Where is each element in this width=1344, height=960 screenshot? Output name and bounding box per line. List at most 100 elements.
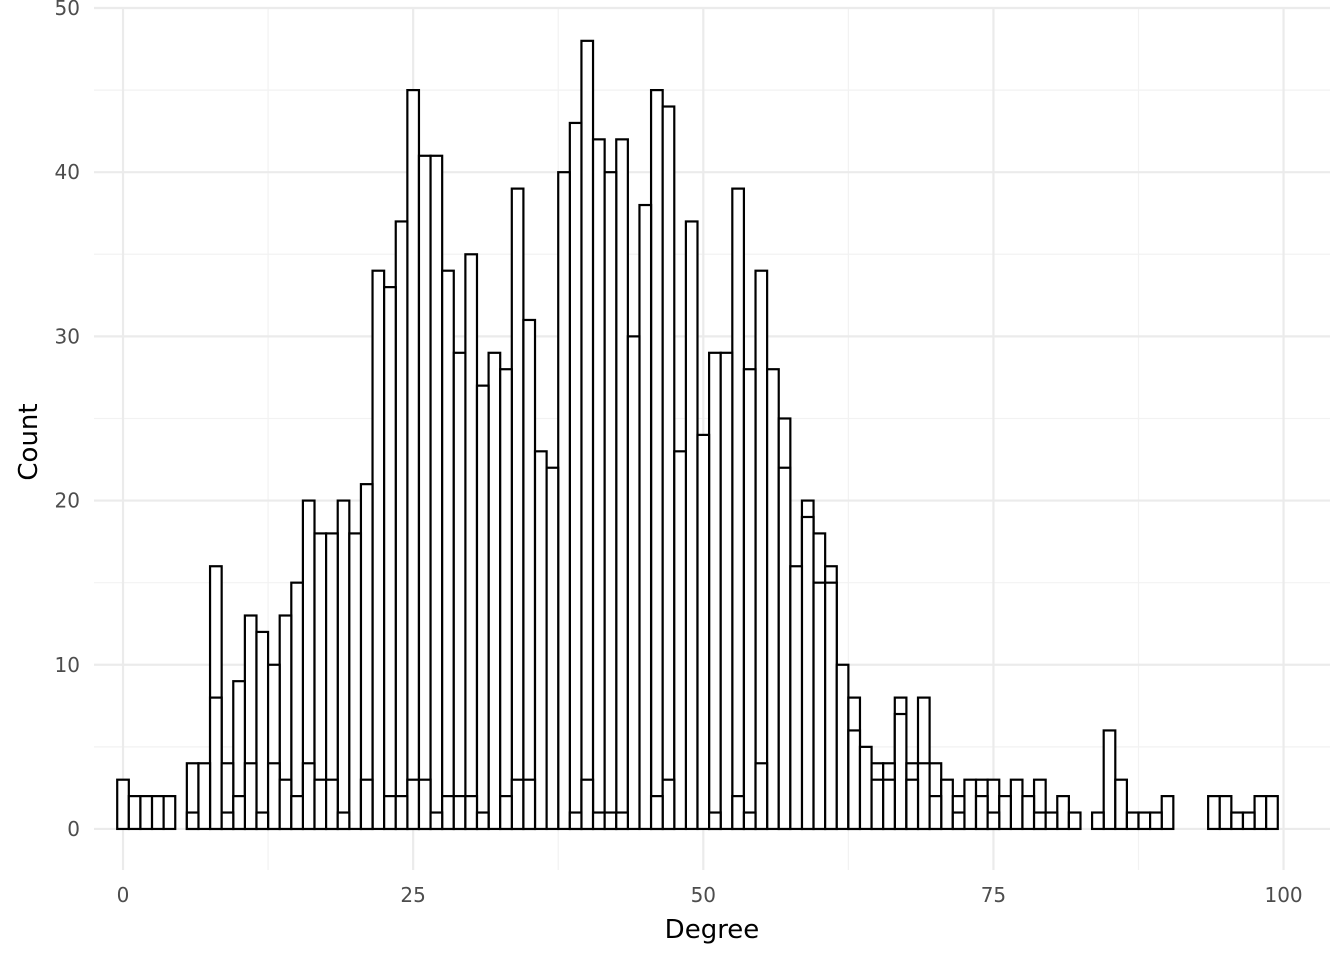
histogram-bar [383, 795, 397, 831]
histogram-bar [835, 663, 850, 831]
histogram-bar [150, 795, 165, 831]
histogram-bar [383, 286, 397, 831]
histogram-bar [1090, 811, 1105, 831]
histogram-bar [359, 483, 374, 831]
histogram-bar [441, 795, 455, 831]
histogram-bar [824, 581, 838, 831]
histogram-bar [1160, 795, 1175, 831]
histogram-bar [116, 778, 130, 831]
histogram-bar [1114, 778, 1129, 831]
histogram-bar [499, 368, 513, 831]
histogram-bar [406, 778, 421, 831]
histogram-bar [533, 450, 548, 831]
histogram-bar [1044, 811, 1059, 831]
histogram-bar [591, 138, 606, 831]
histogram-bar [266, 762, 281, 831]
histogram-bar [626, 335, 641, 831]
histogram-bar [208, 696, 223, 831]
histogram-bar [684, 220, 699, 831]
histogram-bar [1253, 795, 1268, 831]
histogram-bar [313, 778, 328, 831]
histogram-bar [232, 795, 246, 831]
histogram-bar [487, 351, 502, 831]
histogram-bar [371, 269, 386, 831]
histogram-bar [591, 811, 606, 831]
x-tick-label: 25 [400, 883, 425, 907]
histogram-bar [417, 778, 432, 831]
histogram-bar [754, 762, 769, 831]
histogram-bar [731, 187, 746, 831]
histogram-bar [870, 778, 885, 831]
histogram-bar [464, 253, 479, 831]
histogram-bar [568, 121, 583, 831]
x-axis-title: Degree [665, 915, 760, 945]
histogram-bar [255, 630, 270, 831]
histogram-bar [429, 811, 444, 831]
histogram-bar [940, 778, 954, 831]
histogram-bar [499, 795, 513, 831]
histogram-bar [963, 778, 978, 831]
histogram-bar [255, 811, 270, 831]
histogram-bar [1056, 795, 1070, 831]
histogram-bar [429, 154, 444, 831]
histogram-bar [638, 203, 653, 831]
tick-labels: 0 25 50 75 100 0 10 20 30 40 50 [55, 0, 1303, 907]
histogram-bar [510, 778, 525, 831]
histogram-bar [707, 811, 722, 831]
histogram-bar [359, 778, 374, 831]
histogram-bar [893, 712, 908, 831]
histogram-bar [1207, 795, 1221, 831]
histogram-bar [649, 88, 664, 831]
histogram-bar [615, 811, 629, 831]
x-tick-label: 75 [981, 883, 1006, 907]
histogram-bar [278, 778, 293, 831]
y-axis-title: Count [14, 403, 44, 480]
histogram-bar [1102, 729, 1117, 831]
histogram-bar [905, 778, 920, 831]
histogram-bar [220, 811, 235, 831]
histogram-bar [742, 811, 757, 831]
y-tick-label: 50 [55, 0, 80, 20]
histogram-bar [127, 795, 142, 831]
histogram-bar [522, 318, 537, 831]
histogram-bar [580, 778, 595, 831]
histogram-bar [139, 795, 154, 831]
histogram-bar [1137, 811, 1152, 831]
histogram-bar [789, 565, 804, 831]
histogram-bar [394, 795, 409, 831]
histogram-bar [1125, 811, 1140, 831]
histogram-bar [441, 269, 455, 831]
y-tick-label: 0 [67, 817, 80, 841]
histogram-bar [452, 351, 467, 831]
histogram-bar [812, 581, 827, 831]
histogram-bar [800, 515, 815, 831]
histogram-bar [557, 171, 571, 831]
y-tick-label: 40 [55, 160, 80, 184]
histogram-bar [974, 795, 989, 831]
histogram-bar [522, 778, 537, 831]
histogram-bar [290, 795, 305, 831]
histogram-bar [568, 811, 583, 831]
histogram-bar [707, 351, 722, 831]
histogram-bar [731, 795, 746, 831]
histogram-bar [394, 220, 409, 831]
histogram-bar [162, 795, 177, 831]
histogram-bar [603, 811, 618, 831]
x-tick-label: 100 [1264, 883, 1302, 907]
histogram-bar [951, 811, 966, 831]
y-tick-label: 10 [55, 653, 80, 677]
x-tick-label: 0 [117, 883, 130, 907]
histogram-bar [325, 778, 339, 831]
histogram-bar [754, 269, 769, 831]
histogram-bar [290, 581, 305, 831]
histogram-bar [603, 171, 618, 831]
histogram-bar [197, 762, 212, 831]
histogram-bar [661, 778, 676, 831]
histogram-bar [998, 795, 1012, 831]
histogram-bar [1021, 795, 1036, 831]
bars-layer [116, 39, 1279, 831]
histogram-bar [1265, 795, 1279, 831]
histogram-bar [348, 532, 363, 831]
histogram-bar [928, 795, 943, 831]
